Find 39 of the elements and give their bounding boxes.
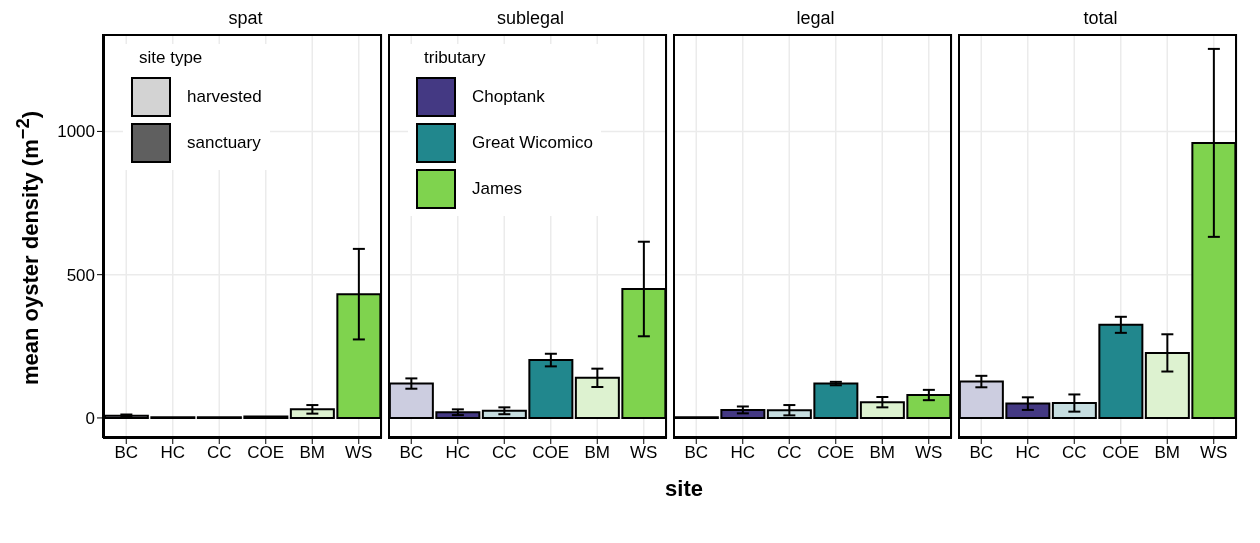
chart-title: spat bbox=[227, 8, 264, 30]
x-tick-label: BC bbox=[684, 443, 709, 463]
x-tick-label: HC bbox=[445, 443, 471, 463]
chart-title: total bbox=[1082, 8, 1119, 30]
x-tick-label: BM bbox=[584, 443, 610, 463]
x-tick-label: WS bbox=[915, 443, 943, 463]
x-tick-label: CC bbox=[776, 443, 802, 463]
x-tick-label: WS bbox=[630, 443, 658, 463]
x-tick-label: CC bbox=[206, 443, 232, 463]
x-tick-label: HC bbox=[160, 443, 186, 463]
legend-title: tributary bbox=[424, 48, 487, 68]
x-tick-label: COE bbox=[1102, 443, 1140, 463]
x-tick-label: HC bbox=[1015, 443, 1041, 463]
x-tick-label: BC bbox=[969, 443, 994, 463]
x-tick-label: BM bbox=[869, 443, 895, 463]
y-tick-label: 500 bbox=[66, 265, 95, 285]
legend-label: harvested bbox=[187, 87, 262, 107]
legend-label: Great Wicomico bbox=[472, 133, 593, 153]
x-tick-label: WS bbox=[345, 443, 373, 463]
chart-title: legal bbox=[795, 8, 836, 30]
chart-title: sublegal bbox=[495, 8, 566, 30]
x-tick-label: CC bbox=[1061, 443, 1087, 463]
x-tick-label: BM bbox=[299, 443, 325, 463]
x-tick-label: COE bbox=[532, 443, 570, 463]
x-tick-label: HC bbox=[730, 443, 756, 463]
x-tick-label: CC bbox=[491, 443, 517, 463]
legend-label: James bbox=[472, 179, 523, 199]
x-tick-label: BM bbox=[1154, 443, 1180, 463]
x-tick-label: COE bbox=[247, 443, 285, 463]
x-tick-label: BC bbox=[399, 443, 424, 463]
legend-title: site type bbox=[139, 48, 204, 68]
legend-label: Choptank bbox=[472, 87, 545, 107]
x-tick-label: COE bbox=[817, 443, 855, 463]
x-tick-label: BC bbox=[114, 443, 139, 463]
legend-label: sanctuary bbox=[187, 133, 261, 153]
x-tick-label: WS bbox=[1200, 443, 1228, 463]
y-tick-label: 0 bbox=[85, 408, 95, 428]
y-tick-label: 1000 bbox=[57, 122, 95, 142]
x-axis-title: site bbox=[665, 476, 703, 502]
